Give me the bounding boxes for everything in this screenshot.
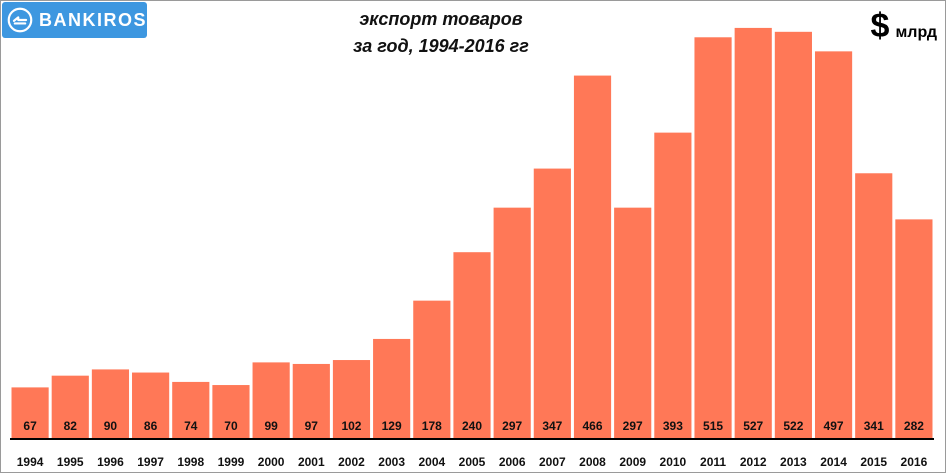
x-tick-2006: 2006: [499, 455, 526, 469]
bar-2004: [411, 299, 452, 440]
bar-2007: [532, 167, 573, 440]
x-tick-2007: 2007: [539, 455, 566, 469]
x-tick-1994: 1994: [17, 455, 44, 469]
bar-2006: [492, 206, 533, 440]
x-tick-2011: 2011: [700, 455, 726, 469]
brand-name: BANKIROS: [38, 9, 147, 30]
x-tick-2016: 2016: [901, 455, 928, 469]
x-tick-1999: 1999: [218, 455, 245, 469]
bar-1997: [130, 371, 171, 440]
bar-2005: [451, 250, 493, 440]
dollar-sign-icon: $: [870, 7, 890, 45]
chart-title: экспорт товаров: [359, 9, 523, 29]
x-tick-2003: 2003: [378, 455, 405, 469]
bar-2003: [371, 337, 412, 440]
value-label-2010: 393: [663, 419, 683, 433]
bar-1999: [210, 383, 252, 440]
x-tick-2002: 2002: [338, 455, 365, 469]
x-tick-1998: 1998: [177, 455, 204, 469]
brand-mark-icon: [7, 7, 33, 33]
value-label-2000: 99: [264, 419, 278, 433]
unit-text: млрд: [895, 24, 937, 41]
x-tick-2001: 2001: [298, 455, 325, 469]
x-tick-1996: 1996: [97, 455, 124, 469]
value-label-1997: 86: [144, 419, 158, 433]
bar-2008: [572, 74, 613, 440]
x-tick-2009: 2009: [619, 455, 646, 469]
x-tick-2004: 2004: [418, 455, 445, 469]
x-tick-1997: 1997: [137, 455, 164, 469]
x-tick-labels-group: 1994 1995 1996 1997 1998 1999 2000 2001 2002 2003…: [17, 455, 928, 469]
bar-1995: [50, 374, 91, 440]
value-label-2008: 466: [583, 419, 603, 433]
value-label-1999: 70: [224, 419, 238, 433]
unit-label: $ млрд: [871, 9, 937, 43]
bar-2009: [612, 206, 653, 440]
value-label-2001: 97: [305, 419, 319, 433]
value-label-1994: 67: [23, 419, 37, 433]
x-tick-2008: 2008: [579, 455, 606, 469]
value-label-2003: 129: [382, 419, 402, 433]
value-label-2011: 515: [703, 419, 723, 433]
bar-2016: [893, 217, 935, 440]
value-label-2002: 102: [341, 419, 361, 433]
value-label-2005: 240: [462, 419, 482, 433]
x-tick-2012: 2012: [740, 455, 767, 469]
value-label-1995: 82: [64, 419, 78, 433]
bar-2012: [733, 26, 774, 440]
chart-subtitle: за год, 1994-2016 гг: [353, 36, 529, 56]
x-tick-2005: 2005: [459, 455, 486, 469]
value-labels-group: 67 82 90 86 74 70 99 97 102 129 178 240 297 347 466 297…: [23, 419, 924, 433]
value-label-2007: 347: [542, 419, 562, 433]
bar-2015: [853, 171, 894, 440]
value-label-1996: 90: [104, 419, 118, 433]
bar-2014: [813, 49, 854, 440]
x-tick-1995: 1995: [57, 455, 84, 469]
value-label-2009: 297: [623, 419, 643, 433]
value-label-2016: 282: [904, 419, 924, 433]
x-tick-2000: 2000: [258, 455, 285, 469]
bar-2001: [291, 362, 332, 440]
bar-1994: [10, 385, 51, 440]
bars-group: [10, 26, 935, 440]
bar-2011: [692, 35, 734, 440]
value-label-1998: 74: [184, 419, 198, 433]
brand-logo[interactable]: BANKIROS: [2, 2, 147, 38]
value-label-2015: 341: [864, 419, 884, 433]
value-label-2004: 178: [422, 419, 442, 433]
bar-2010: [652, 131, 693, 440]
x-tick-2014: 2014: [820, 455, 847, 469]
x-tick-2010: 2010: [660, 455, 687, 469]
x-tick-2015: 2015: [860, 455, 887, 469]
value-label-2012: 527: [743, 419, 763, 433]
value-label-2013: 522: [783, 419, 803, 433]
value-label-2014: 497: [824, 419, 844, 433]
value-label-2006: 297: [502, 419, 522, 433]
x-tick-2013: 2013: [780, 455, 807, 469]
bar-2013: [773, 30, 814, 440]
